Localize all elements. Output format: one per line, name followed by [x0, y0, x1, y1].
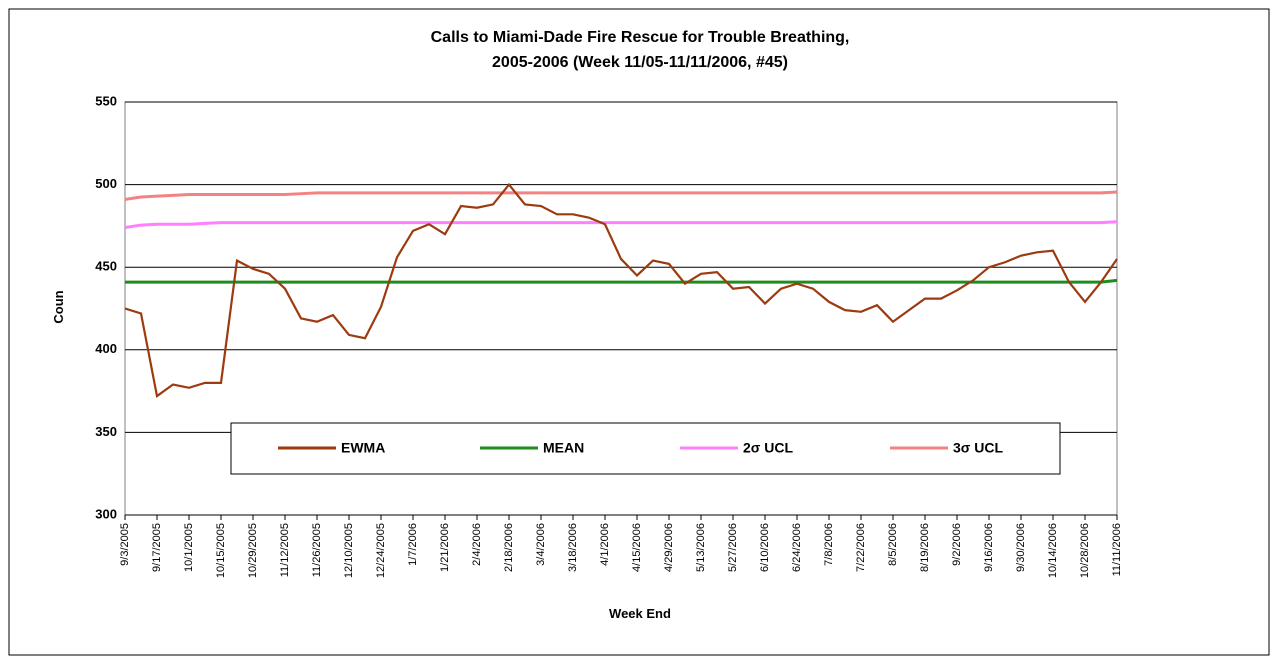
- line-series: [124, 182, 1118, 398]
- x-tick-label: 10/15/2005: [215, 523, 227, 578]
- x-tick-label: 11/11/2006: [1111, 523, 1123, 576]
- y-tick-label: 300: [95, 506, 117, 521]
- line-series: [124, 190, 1118, 201]
- x-tick-label: 1/7/2006: [407, 523, 419, 566]
- y-axis-label: Coun: [51, 290, 66, 323]
- x-tick-label: 4/29/2006: [663, 523, 675, 572]
- x-tick-label: 2/4/2006: [471, 523, 483, 566]
- y-tick-label: 450: [95, 259, 117, 274]
- x-tick-label: 6/24/2006: [791, 523, 803, 572]
- x-tick-label: 9/16/2006: [983, 523, 995, 572]
- x-tick-label: 4/15/2006: [631, 523, 643, 572]
- x-tick-label: 3/18/2006: [567, 523, 579, 572]
- x-tick-label: 9/3/2005: [119, 523, 131, 566]
- line-series: [125, 278, 1118, 284]
- x-tick-label: 9/17/2005: [151, 523, 163, 572]
- legend-label: 3σ UCL: [953, 440, 1003, 456]
- x-tick-label: 5/27/2006: [727, 523, 739, 572]
- line-series: [124, 220, 1118, 230]
- y-tick-label: 350: [95, 424, 117, 439]
- x-tick-label: 10/1/2005: [183, 523, 195, 572]
- y-tick-label: 400: [95, 341, 117, 356]
- legend-label: 2σ UCL: [743, 440, 793, 456]
- x-tick-label: 9/2/2006: [951, 523, 963, 566]
- x-tick-label: 7/8/2006: [823, 523, 835, 566]
- y-tick-label: 500: [95, 176, 117, 191]
- x-tick-label: 5/13/2006: [695, 523, 707, 572]
- x-axis-label: Week End: [609, 606, 671, 621]
- x-tick-label: 3/4/2006: [535, 523, 547, 566]
- chart-title: 2005-2006 (Week 11/05-11/11/2006, #45): [492, 54, 788, 71]
- x-tick-label: 7/22/2006: [855, 523, 867, 572]
- x-tick-label: 8/19/2006: [919, 523, 931, 572]
- legend-label: EWMA: [341, 440, 385, 456]
- x-tick-label: 12/24/2005: [375, 523, 387, 578]
- x-tick-label: 10/14/2006: [1047, 523, 1059, 578]
- x-tick-label: 8/5/2006: [887, 523, 899, 566]
- x-tick-label: 9/30/2006: [1015, 523, 1027, 572]
- x-tick-label: 11/12/2005: [279, 523, 291, 577]
- x-tick-label: 4/1/2006: [599, 523, 611, 566]
- x-tick-label: 2/18/2006: [503, 523, 515, 572]
- x-tick-label: 12/10/2005: [343, 523, 355, 578]
- x-tick-label: 10/28/2006: [1079, 523, 1091, 578]
- chart-title: Calls to Miami-Dade Fire Rescue for Trou…: [431, 29, 850, 46]
- y-tick-label: 550: [95, 93, 117, 108]
- x-tick-label: 1/21/2006: [439, 523, 451, 572]
- legend-label: MEAN: [543, 440, 584, 456]
- x-tick-label: 6/10/2006: [759, 523, 771, 572]
- x-tick-label: 10/29/2005: [247, 523, 259, 578]
- x-tick-label: 11/26/2005: [311, 523, 323, 577]
